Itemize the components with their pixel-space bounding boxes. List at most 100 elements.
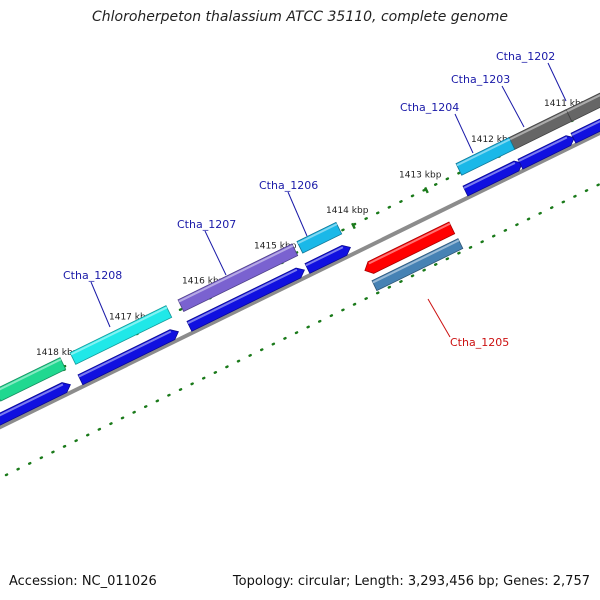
cds-block-highlight bbox=[187, 268, 298, 325]
minor-tick bbox=[550, 206, 554, 210]
minor-ticks bbox=[4, 103, 600, 477]
minor-tick bbox=[468, 245, 473, 249]
cds-block-highlight bbox=[0, 383, 64, 417]
minor-tick bbox=[341, 308, 345, 312]
minor-tick bbox=[178, 308, 183, 311]
callout-line bbox=[547, 62, 567, 102]
minor-tick bbox=[74, 439, 78, 443]
accession-text: Accession: NC_011026 bbox=[9, 574, 157, 589]
minor-tick bbox=[364, 217, 368, 221]
minor-tick bbox=[399, 280, 403, 284]
minor-tick bbox=[492, 234, 496, 238]
minor-tick bbox=[399, 200, 403, 204]
cds-block bbox=[186, 267, 305, 332]
tick-label: 1417 kbp bbox=[109, 312, 152, 322]
tick-label: 1415 kbp bbox=[254, 241, 297, 251]
minor-tick bbox=[109, 422, 113, 426]
minor-tick bbox=[236, 359, 241, 363]
cds-block bbox=[77, 329, 179, 386]
tick-label: 1412 kbp bbox=[471, 135, 514, 145]
tick-label: 1414 kbp bbox=[326, 206, 369, 216]
minor-tick bbox=[143, 405, 148, 409]
gene-label[interactable]: Ctha_1204 bbox=[400, 101, 459, 114]
cds-block-highlight bbox=[305, 246, 344, 267]
minor-tick bbox=[318, 319, 322, 323]
minor-tick bbox=[480, 240, 484, 244]
gene-callouts bbox=[90, 62, 567, 338]
minor-tick bbox=[178, 388, 183, 391]
cds-block bbox=[0, 382, 71, 426]
cds-block bbox=[517, 135, 575, 170]
minor-tick bbox=[422, 188, 426, 192]
minor-tick bbox=[584, 189, 589, 193]
callout-line bbox=[501, 85, 525, 128]
minor-tick bbox=[445, 177, 450, 181]
gene-label[interactable]: Ctha_1208 bbox=[63, 269, 122, 282]
minor-tick bbox=[526, 217, 531, 221]
minor-tick bbox=[155, 399, 160, 403]
cds-block-highlight bbox=[463, 162, 516, 189]
callout-line bbox=[287, 191, 308, 237]
gene-block-Ctha_1205-highlight bbox=[368, 222, 451, 265]
cds-block bbox=[462, 160, 523, 197]
minor-tick bbox=[294, 331, 299, 335]
major-tick bbox=[424, 186, 429, 194]
callout-line bbox=[90, 281, 111, 328]
gene-label[interactable]: Ctha_1203 bbox=[451, 73, 510, 86]
gene-block-Ctha_1208-highlight bbox=[70, 306, 168, 356]
minor-tick bbox=[225, 365, 229, 369]
gene-label[interactable]: Ctha_1207 bbox=[177, 218, 236, 231]
minor-tick bbox=[422, 268, 426, 272]
cds-block-highlight bbox=[571, 120, 600, 136]
gene-block-Ctha_1204-highlight bbox=[456, 138, 511, 167]
cds-block-highlight bbox=[78, 330, 172, 378]
minor-tick bbox=[376, 211, 380, 215]
gene-block-Ctha_1204 bbox=[455, 137, 516, 176]
minor-tick bbox=[39, 456, 44, 460]
tick-label: 1416 kbp bbox=[182, 277, 225, 287]
major-tick bbox=[351, 222, 356, 230]
reverse-feature-block-highlight bbox=[372, 239, 460, 284]
gene-label[interactable]: Ctha_1206 bbox=[259, 179, 318, 192]
minor-tick bbox=[190, 382, 194, 386]
minor-tick bbox=[248, 353, 252, 357]
minor-tick bbox=[503, 228, 508, 232]
gene-block-Ctha_1206 bbox=[296, 221, 343, 254]
minor-tick bbox=[573, 194, 577, 198]
gene-block-Ctha_1208 bbox=[69, 305, 173, 365]
minor-tick bbox=[260, 348, 264, 352]
minor-tick bbox=[329, 314, 334, 318]
gene-block-Ctha_1206-highlight bbox=[297, 223, 338, 245]
minor-tick bbox=[387, 205, 392, 209]
minor-tick bbox=[28, 461, 32, 465]
minor-tick bbox=[283, 336, 287, 340]
gene-labels: Ctha_1202 Ctha_1203 Ctha_1204 Ctha_1205 Ctha… bbox=[63, 50, 555, 349]
map-title: Chloroherpeton thalassium ATCC 35110, co… bbox=[92, 9, 508, 25]
callout-line bbox=[454, 113, 474, 154]
topology-text: Topology: circular; Length: 3,293,456 bp… bbox=[232, 574, 590, 589]
cds-block bbox=[304, 244, 351, 274]
minor-tick bbox=[410, 274, 415, 278]
gene-label[interactable]: Ctha_1202 bbox=[496, 50, 555, 63]
reverse-feature-block bbox=[371, 238, 464, 292]
gene-features bbox=[0, 92, 600, 402]
minor-tick bbox=[410, 194, 415, 198]
gene-block-Ctha_1202-highlight bbox=[566, 94, 600, 113]
minor-tick bbox=[457, 251, 461, 255]
minor-tick bbox=[515, 223, 519, 227]
gene-label[interactable]: Ctha_1205 bbox=[450, 336, 509, 349]
tick-label: 1411 kbp bbox=[544, 99, 587, 109]
minor-tick bbox=[387, 285, 392, 289]
minor-tick bbox=[213, 371, 218, 374]
gene-block-Ctha_1207 bbox=[177, 243, 299, 313]
minor-tick bbox=[97, 427, 102, 431]
minor-tick bbox=[352, 302, 357, 306]
minor-tick bbox=[364, 297, 368, 301]
minor-tick bbox=[306, 325, 310, 329]
cds-features bbox=[0, 118, 600, 426]
minor-tick bbox=[167, 393, 171, 397]
minor-tick bbox=[341, 228, 345, 232]
minor-tick bbox=[51, 450, 55, 454]
minor-tick bbox=[434, 183, 438, 186]
